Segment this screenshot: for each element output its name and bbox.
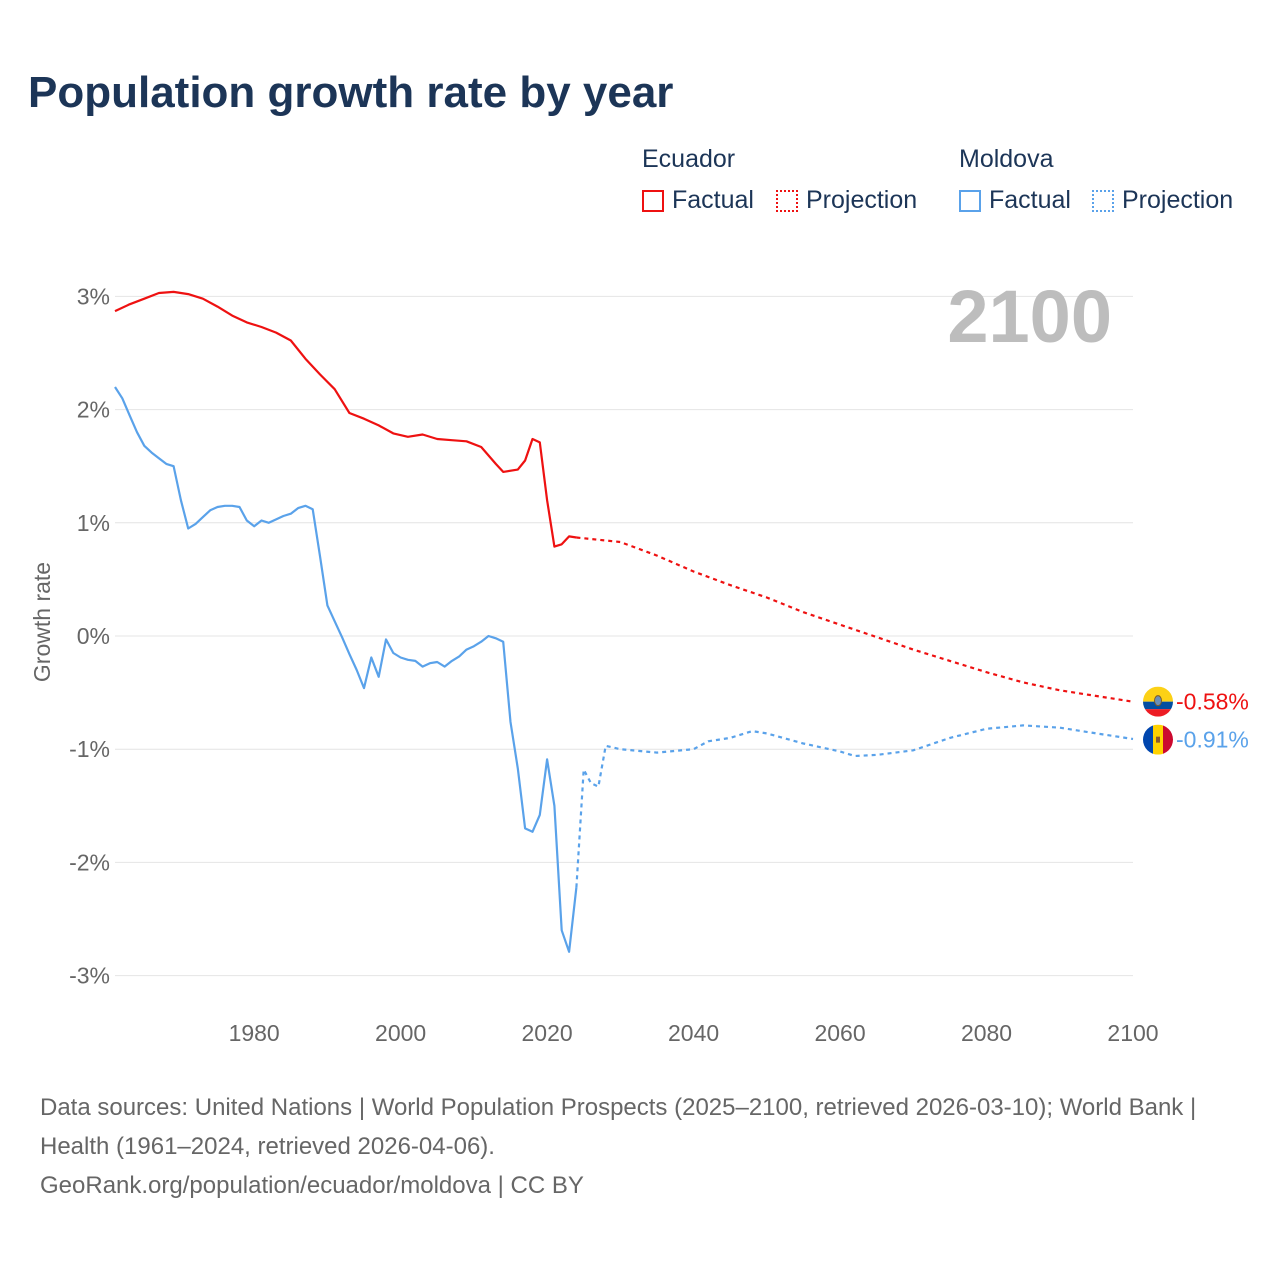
moldova-factual-line (114, 386, 578, 953)
data-sources: Data sources: United Nations | World Pop… (40, 1094, 1197, 1160)
footer: Data sources: United Nations | World Pop… (40, 1088, 1240, 1205)
legend-swatch (959, 189, 981, 212)
x-tick-label: 2080 (961, 1020, 1012, 1046)
legend-label: Factual (672, 186, 754, 214)
legend-label: Factual (989, 186, 1071, 214)
moldova-flag-icon (1143, 724, 1173, 755)
year-indicator: 2100 (947, 275, 1112, 358)
credit-link[interactable]: GeoRank.org/population/ecuador/moldova |… (40, 1172, 584, 1199)
legend-group-ecuador: Ecuador (642, 145, 736, 173)
legend-swatch (1092, 189, 1114, 212)
legend-moldova-projection[interactable]: Projection (1092, 186, 1233, 215)
y-tick-label: -2% (69, 849, 110, 875)
moldova-end-value-label: -0.91% (1176, 727, 1249, 753)
legend-label: Projection (806, 186, 918, 214)
x-tick-label: 2100 (1107, 1020, 1158, 1046)
legend-moldova-factual[interactable]: Factual (959, 186, 1071, 215)
y-axis-label: Growth rate (29, 562, 55, 682)
ecuador-end-value-label: -0.58% (1176, 689, 1249, 715)
y-tick-label: 1% (77, 510, 110, 536)
plot-area: 3% 2% 1% 0% -1% -2% -3% 1980 2000 2020 2040 2060 208… (29, 275, 1249, 1046)
x-tick-label: 1980 (229, 1020, 280, 1046)
ecuador-factual-line (114, 290, 577, 548)
y-tick-label: 3% (77, 283, 110, 309)
legend-swatch (642, 189, 664, 212)
legend-group-moldova: Moldova (959, 145, 1054, 173)
y-tick-label: 2% (77, 397, 110, 423)
chart-title: Population growth rate by year (28, 68, 674, 117)
legend-swatch (776, 189, 798, 212)
legend-ecuador-factual[interactable]: Factual (642, 186, 754, 215)
x-tick-label: 2040 (668, 1020, 719, 1046)
legend-ecuador-projection[interactable]: Projection (776, 186, 917, 215)
ecuador-projection-line (576, 536, 1134, 703)
y-tick-label: -3% (69, 963, 110, 989)
x-tick-label: 2020 (522, 1020, 573, 1046)
x-tick-label: 2060 (814, 1020, 865, 1046)
ecuador-flag-icon (1143, 686, 1173, 717)
legend-label: Projection (1122, 186, 1234, 214)
y-tick-label: 0% (77, 623, 110, 649)
moldova-projection-line (575, 724, 1134, 888)
x-tick-label: 2000 (375, 1020, 426, 1046)
y-tick-label: -1% (69, 736, 110, 762)
